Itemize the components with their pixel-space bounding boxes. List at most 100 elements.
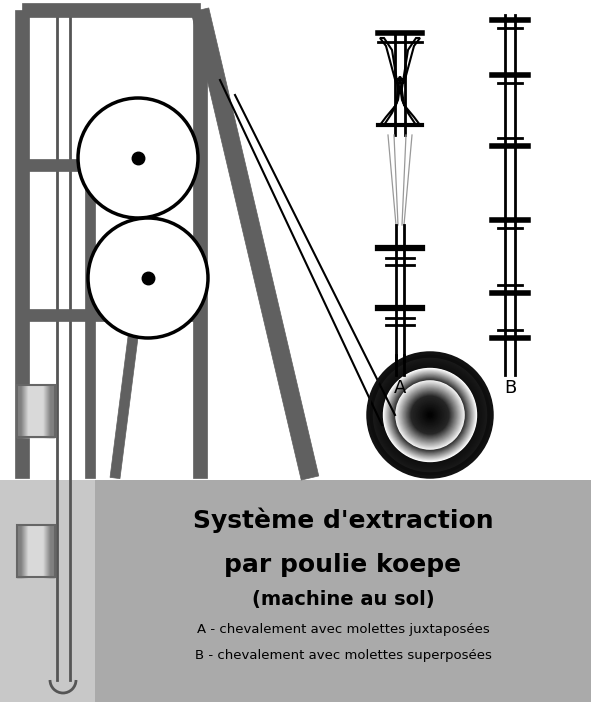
Circle shape (387, 372, 473, 458)
Circle shape (397, 382, 463, 449)
Circle shape (381, 366, 480, 465)
Circle shape (398, 383, 462, 446)
Circle shape (388, 373, 472, 457)
Text: Système d'extraction: Système d'extraction (193, 508, 493, 533)
Circle shape (419, 404, 441, 426)
Circle shape (398, 383, 463, 448)
Bar (0, 480, 591, 702)
Circle shape (395, 380, 465, 450)
Circle shape (415, 400, 444, 430)
Text: A: A (394, 379, 406, 397)
Circle shape (371, 356, 489, 474)
Circle shape (391, 376, 469, 454)
Circle shape (418, 404, 441, 427)
Text: B - chevalement avec molettes superposées: B - chevalement avec molettes superposée… (194, 649, 492, 661)
Bar (17, 385, 55, 437)
Circle shape (418, 403, 443, 428)
Circle shape (401, 385, 459, 444)
Circle shape (405, 390, 455, 439)
Circle shape (386, 371, 474, 459)
Circle shape (369, 355, 491, 475)
Circle shape (385, 370, 475, 460)
Polygon shape (110, 164, 160, 479)
Circle shape (383, 368, 478, 463)
Circle shape (422, 407, 438, 423)
Circle shape (402, 387, 458, 443)
Circle shape (374, 359, 486, 471)
Circle shape (416, 401, 444, 429)
Circle shape (369, 354, 491, 476)
Circle shape (421, 406, 439, 424)
Circle shape (384, 369, 476, 461)
Circle shape (384, 369, 476, 461)
Circle shape (379, 364, 480, 465)
Circle shape (412, 397, 448, 433)
Polygon shape (15, 10, 29, 478)
Circle shape (423, 408, 437, 422)
Circle shape (427, 412, 433, 418)
Circle shape (400, 385, 460, 445)
Bar (95, 480, 591, 702)
Circle shape (378, 363, 482, 467)
Circle shape (411, 397, 449, 434)
Circle shape (426, 411, 434, 419)
Circle shape (373, 357, 488, 472)
Bar (17, 525, 55, 577)
Circle shape (379, 364, 481, 466)
Circle shape (413, 398, 447, 432)
Circle shape (426, 411, 434, 420)
Circle shape (389, 375, 470, 456)
Circle shape (88, 218, 208, 338)
Text: B: B (504, 379, 516, 397)
Circle shape (408, 393, 452, 437)
Circle shape (420, 405, 440, 425)
Circle shape (375, 360, 485, 470)
Circle shape (394, 378, 466, 451)
Circle shape (394, 379, 466, 451)
Circle shape (78, 98, 198, 218)
Circle shape (417, 402, 443, 428)
Circle shape (376, 362, 483, 468)
Circle shape (404, 389, 456, 442)
Circle shape (399, 384, 461, 446)
Circle shape (408, 392, 453, 437)
Circle shape (391, 376, 469, 453)
Text: (machine au sol): (machine au sol) (252, 590, 434, 609)
Circle shape (377, 362, 483, 468)
Circle shape (414, 399, 446, 431)
Circle shape (396, 381, 464, 449)
Text: par poulie koepe: par poulie koepe (225, 553, 462, 577)
Circle shape (414, 399, 446, 430)
Polygon shape (22, 309, 200, 321)
Circle shape (401, 386, 459, 444)
Circle shape (421, 406, 439, 423)
Polygon shape (191, 8, 319, 480)
Circle shape (368, 353, 492, 477)
Circle shape (387, 371, 473, 458)
Circle shape (428, 413, 431, 416)
Circle shape (393, 378, 467, 452)
Circle shape (403, 388, 457, 442)
Polygon shape (22, 3, 200, 17)
Circle shape (372, 357, 488, 473)
Polygon shape (193, 10, 207, 478)
Circle shape (424, 409, 436, 420)
Text: A - chevalement avec molettes juxtaposées: A - chevalement avec molettes juxtaposée… (197, 623, 489, 637)
Circle shape (428, 413, 433, 417)
Circle shape (404, 390, 456, 441)
Circle shape (376, 361, 484, 469)
Circle shape (371, 355, 490, 475)
Circle shape (424, 409, 436, 421)
Circle shape (392, 377, 468, 453)
Circle shape (382, 367, 478, 463)
Circle shape (406, 391, 454, 439)
Circle shape (374, 359, 486, 472)
Polygon shape (85, 165, 95, 478)
Circle shape (411, 396, 449, 435)
Circle shape (410, 395, 450, 435)
Circle shape (389, 374, 471, 456)
Circle shape (429, 414, 431, 416)
Circle shape (381, 366, 479, 464)
Circle shape (407, 392, 453, 438)
Circle shape (409, 394, 451, 436)
